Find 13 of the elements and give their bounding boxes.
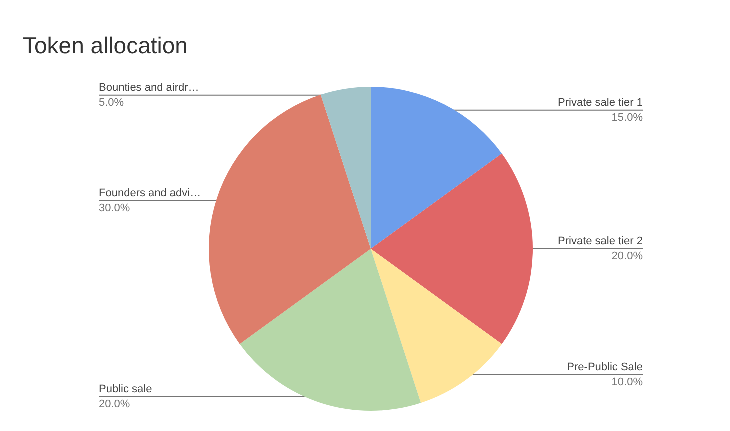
chart-title: Token allocation [23, 32, 188, 58]
slice-label: Public sale [99, 383, 152, 396]
slice-label: Bounties and airdr… [99, 82, 200, 94]
slice-label: Founders and advi… [99, 187, 202, 200]
data-label: 10.0% [612, 376, 644, 388]
data-label: 20.0% [612, 250, 644, 262]
data-label: 15.0% [612, 112, 644, 124]
data-label: 20.0% [99, 398, 130, 410]
slice-label: Pre-Public Sale [567, 361, 643, 374]
data-label: 30.0% [99, 202, 130, 214]
slice-label: Private sale tier 1 [558, 96, 643, 109]
slice-label: Private sale tier 2 [558, 236, 643, 248]
data-label: 5.0% [99, 96, 124, 109]
